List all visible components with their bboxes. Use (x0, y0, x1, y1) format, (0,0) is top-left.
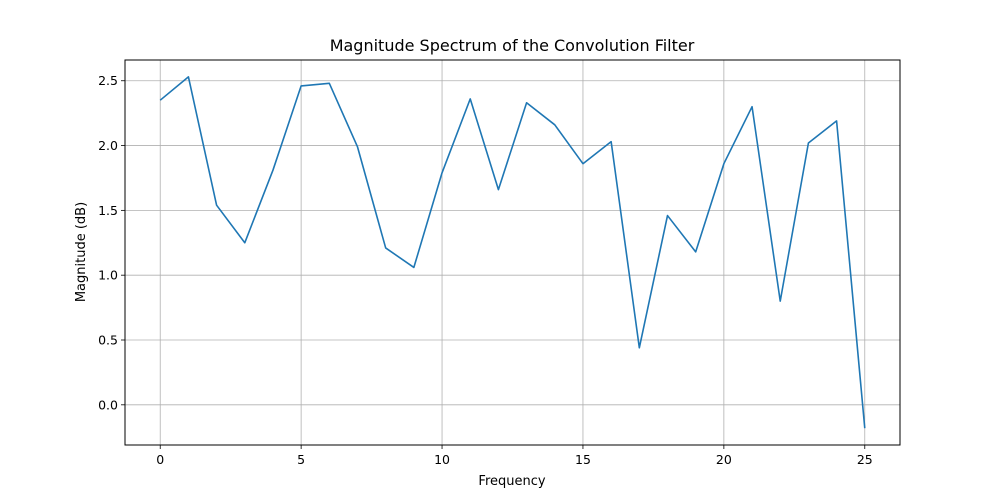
data-point (526, 102, 528, 104)
data-point (329, 83, 331, 85)
data-point (441, 172, 443, 174)
data-point (667, 215, 669, 217)
data-point (159, 99, 161, 101)
x-tick-label: 5 (297, 452, 305, 467)
x-axis-label: Frequency (478, 474, 545, 489)
y-tick-label: 2.0 (98, 138, 118, 153)
data-point (244, 242, 246, 244)
x-axis-ticks: 0 5 10 15 20 25 (156, 445, 873, 467)
data-point (498, 189, 500, 191)
data-point (413, 267, 415, 269)
data-point (582, 163, 584, 165)
data-point (695, 251, 697, 253)
data-point (300, 85, 302, 87)
x-tick-label: 25 (857, 452, 873, 467)
axes-frame (124, 59, 901, 446)
y-tick-label: 2.5 (98, 73, 118, 88)
grid (125, 60, 900, 445)
data-point (188, 76, 190, 78)
data-point (864, 427, 866, 429)
x-tick-label: 20 (716, 452, 732, 467)
data-point (610, 141, 612, 143)
data-point (272, 169, 274, 171)
data-point (836, 120, 838, 122)
data-point (723, 163, 725, 165)
data-point (808, 142, 810, 144)
chart-title: Magnitude Spectrum of the Convolution Fi… (330, 36, 695, 55)
y-axis-ticks: 0.0 0.5 1.0 1.5 2.0 2.5 (98, 73, 125, 412)
data-point (357, 146, 359, 148)
data-point (751, 106, 753, 108)
data-point (385, 247, 387, 249)
series-layer (159, 76, 866, 429)
y-tick-label: 1.5 (98, 203, 118, 218)
y-tick-label: 1.0 (98, 268, 118, 283)
series-line (159, 76, 866, 429)
plot-area: 0 5 10 15 20 25 0.0 0.5 1.0 1.5 2.0 2.5 (98, 59, 901, 467)
data-point (216, 204, 218, 206)
x-tick-label: 0 (156, 452, 164, 467)
data-point (779, 300, 781, 302)
y-axis-label: Magnitude (dB) (74, 202, 89, 302)
data-point (554, 124, 556, 126)
data-point (639, 347, 641, 349)
x-tick-label: 10 (434, 452, 450, 467)
y-tick-label: 0.0 (98, 397, 118, 412)
x-tick-label: 15 (575, 452, 591, 467)
data-point (469, 98, 471, 100)
y-tick-label: 0.5 (98, 333, 118, 348)
